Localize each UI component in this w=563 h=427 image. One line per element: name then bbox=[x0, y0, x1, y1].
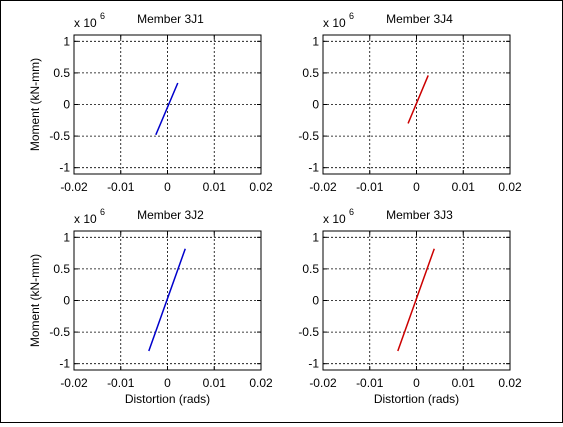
y-exponent-base: x 10 bbox=[323, 212, 346, 226]
y-tick-label: 0 bbox=[312, 294, 319, 308]
x-tick-label: -0.01 bbox=[107, 180, 135, 194]
y-tick-label: -0.5 bbox=[49, 325, 70, 339]
subplot-title: Member 3J3 bbox=[386, 208, 453, 222]
subplot-4: -0.02 -0.01 0 0.01 0.02 -1 -0.5 0 0.5 1 Member 3J3… bbox=[298, 207, 522, 406]
y-tick-label: 0 bbox=[63, 98, 70, 112]
series-line bbox=[397, 248, 435, 352]
x-tick-label: 0.01 bbox=[203, 180, 227, 194]
y-tick-label: -1 bbox=[308, 357, 319, 371]
y-exponent-base: x 10 bbox=[74, 212, 97, 226]
y-tick-label: 0 bbox=[312, 98, 319, 112]
x-tick-label: 0 bbox=[413, 180, 420, 194]
y-exponent-base: x 10 bbox=[323, 16, 346, 30]
y-exponent-power: 6 bbox=[100, 11, 105, 21]
x-tick-label: 0 bbox=[164, 180, 171, 194]
y-exponent-power: 6 bbox=[349, 207, 354, 217]
x-tick-label: -0.01 bbox=[107, 376, 135, 390]
y-tick-label: 1 bbox=[312, 34, 319, 48]
x-axis-label: Distortion (rads) bbox=[374, 392, 459, 406]
x-tick-label: 0.02 bbox=[498, 376, 522, 390]
y-exponent-power: 6 bbox=[100, 207, 105, 217]
x-tick-label: 0 bbox=[413, 376, 420, 390]
subplot-title: Member 3J4 bbox=[386, 12, 453, 26]
series-line bbox=[407, 75, 429, 124]
y-tick-label: -0.5 bbox=[298, 325, 319, 339]
x-tick-label: -0.01 bbox=[356, 180, 384, 194]
y-axis-label: Moment (kN-mm) bbox=[28, 58, 42, 151]
x-axis-label: Distortion (rads) bbox=[125, 392, 210, 406]
y-exponent-base: x 10 bbox=[74, 16, 97, 30]
x-tick-label: 0 bbox=[164, 376, 171, 390]
x-tick-label: 0.01 bbox=[203, 376, 227, 390]
series-line bbox=[148, 248, 186, 352]
y-tick-label: -1 bbox=[59, 161, 70, 175]
subplot-3: -0.02 -0.01 0 0.01 0.02 -1 -0.5 0 0.5 1 Member 3J2… bbox=[28, 207, 273, 406]
y-tick-label: 0.5 bbox=[302, 262, 319, 276]
y-tick-label: -1 bbox=[59, 357, 70, 371]
subplot-title: Member 3J1 bbox=[137, 12, 204, 26]
x-tick-label: -0.02 bbox=[309, 376, 337, 390]
y-tick-label: 1 bbox=[63, 34, 70, 48]
x-tick-label: -0.02 bbox=[60, 180, 88, 194]
y-tick-label: 1 bbox=[312, 230, 319, 244]
x-tick-label: -0.02 bbox=[60, 376, 88, 390]
y-tick-label: 1 bbox=[63, 230, 70, 244]
y-tick-label: 0 bbox=[63, 294, 70, 308]
y-axis-label: Moment (kN-mm) bbox=[28, 254, 42, 347]
subplot-title: Member 3J2 bbox=[137, 208, 204, 222]
subplot-1: -0.02 -0.01 0 0.01 0.02 -1 -0.5 0 0.5 1 Member 3J1… bbox=[28, 11, 273, 194]
y-tick-label: 0.5 bbox=[53, 66, 70, 80]
x-tick-label: 0.01 bbox=[452, 376, 476, 390]
y-exponent-power: 6 bbox=[349, 11, 354, 21]
x-tick-label: 0.02 bbox=[249, 180, 273, 194]
x-tick-label: 0.01 bbox=[452, 180, 476, 194]
subplot-2: -0.02 -0.01 0 0.01 0.02 -1 -0.5 0 0.5 1 Member 3J4… bbox=[298, 11, 522, 194]
y-tick-label: 0.5 bbox=[302, 66, 319, 80]
x-tick-label: 0.02 bbox=[498, 180, 522, 194]
x-tick-label: -0.01 bbox=[356, 376, 384, 390]
x-tick-label: -0.02 bbox=[309, 180, 337, 194]
y-tick-label: 0.5 bbox=[53, 262, 70, 276]
y-tick-label: -0.5 bbox=[298, 129, 319, 143]
series-line bbox=[155, 82, 179, 136]
x-tick-label: 0.02 bbox=[249, 376, 273, 390]
y-tick-label: -0.5 bbox=[49, 129, 70, 143]
y-tick-label: -1 bbox=[308, 161, 319, 175]
